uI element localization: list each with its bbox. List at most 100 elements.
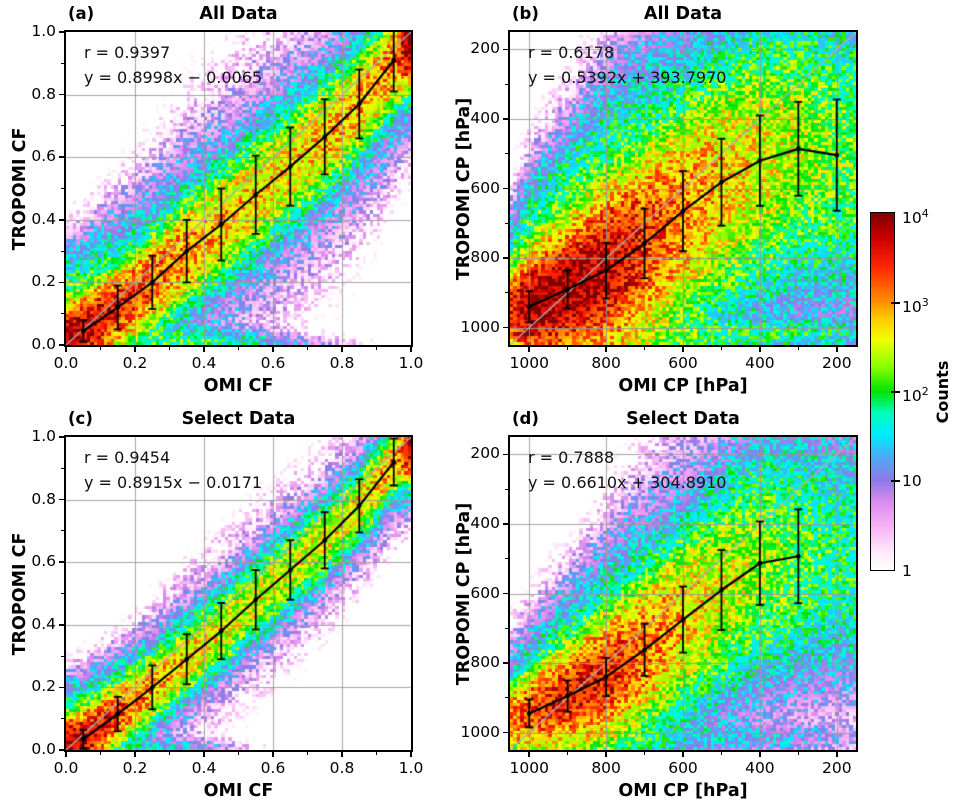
x-minor-tick — [238, 752, 239, 755]
y-minor-tick — [505, 627, 508, 629]
panel-c-y-axis-label: TROPOMI CF — [10, 532, 30, 655]
y-minor-tick — [61, 718, 64, 720]
colorbar-tick-label: 10 — [902, 472, 922, 491]
colorbar-tick-label: 104 — [902, 206, 929, 227]
panel-d-title: Select Data — [626, 409, 740, 429]
x-tick-label: 1.0 — [398, 354, 424, 372]
colorbar-tick-label: 103 — [902, 295, 929, 316]
x-tick — [65, 347, 67, 352]
y-tick-label: 600 — [470, 178, 500, 197]
x-tick — [203, 347, 205, 352]
y-tick — [503, 592, 508, 595]
y-tick-label: 0.8 — [31, 489, 56, 508]
x-minor-tick — [797, 752, 799, 755]
x-tick-label: 800 — [591, 759, 621, 777]
x-tick-label: 0.8 — [329, 354, 355, 372]
x-tick-label: 600 — [668, 759, 698, 777]
x-tick — [410, 347, 412, 352]
x-tick — [341, 347, 343, 352]
x-minor-tick — [100, 752, 101, 755]
x-minor-tick — [644, 347, 646, 350]
y-tick — [503, 118, 508, 120]
x-tick-label: 800 — [591, 354, 621, 372]
y-tick-label: 1000 — [460, 722, 500, 741]
panel-c-stats: r = 0.9454 y = 0.8915x − 0.0171 — [84, 445, 262, 495]
y-tick-label: 800 — [470, 248, 500, 267]
x-tick-label: 0.2 — [122, 354, 148, 372]
x-minor-tick — [169, 347, 170, 350]
x-tick-label: 0.8 — [329, 759, 355, 777]
y-tick-label: 600 — [470, 583, 500, 602]
panel-c-title: Select Data — [181, 409, 296, 429]
x-minor-tick — [720, 347, 722, 350]
y-minor-tick — [505, 292, 508, 294]
x-tick — [134, 752, 136, 757]
y-tick — [59, 624, 64, 626]
y-tick-label: 0.0 — [31, 335, 56, 353]
panel-a-r-value: r = 0.9397 — [84, 43, 171, 62]
x-minor-tick — [307, 752, 308, 755]
y-tick-label: 0.2 — [31, 272, 56, 291]
x-tick — [65, 752, 67, 757]
colorbar-tick — [890, 480, 900, 483]
y-tick-label: 400 — [470, 513, 500, 532]
y-minor-tick — [61, 655, 64, 657]
y-tick — [59, 561, 64, 563]
y-tick — [59, 498, 64, 501]
y-tick-label: 1.0 — [31, 427, 56, 445]
panel-c-tag: (c) — [68, 409, 93, 428]
x-tick-label: 0.6 — [260, 354, 286, 372]
y-tick — [59, 344, 64, 346]
panel-a-title: All Data — [199, 4, 278, 24]
x-minor-tick — [567, 347, 569, 350]
y-tick-label: 800 — [470, 653, 500, 672]
colorbar-tick — [890, 391, 900, 393]
panel-b-fit-equation: y = 0.5392x + 393.7970 — [528, 68, 727, 87]
y-tick-label: 0.2 — [31, 677, 56, 696]
x-minor-tick — [720, 752, 722, 755]
panel-b: (b) All Data TROPOMI CP [hPa] r = 0.6178… — [454, 4, 858, 396]
colorbar-tick-label: 1 — [902, 561, 912, 580]
panel-b-stats: r = 0.6178 y = 0.5392x + 393.7970 — [528, 40, 726, 90]
x-tick — [272, 347, 274, 352]
x-tick — [759, 752, 761, 757]
y-minor-tick — [505, 153, 508, 155]
y-minor-tick — [505, 83, 508, 85]
y-tick — [503, 187, 508, 190]
panel-d-r-value: r = 0.7888 — [528, 448, 615, 467]
x-tick-label: 400 — [745, 759, 775, 777]
x-minor-tick — [169, 752, 170, 755]
panel-d-x-axis-label: OMI CP [hPa] — [618, 781, 748, 801]
x-tick — [759, 347, 761, 352]
y-tick — [59, 281, 64, 284]
y-tick-label: 0.8 — [31, 84, 56, 103]
y-tick — [59, 436, 64, 438]
x-tick-label: 0.2 — [122, 759, 148, 777]
x-tick-label: 1.0 — [398, 759, 424, 777]
panel-d-stats: r = 0.7888 y = 0.6610x + 304.8910 — [528, 445, 726, 495]
x-tick — [134, 347, 136, 352]
x-tick-label: 200 — [821, 759, 852, 777]
y-minor-tick — [505, 222, 508, 224]
colorbar-title: Counts — [933, 360, 952, 424]
y-tick-label: 1000 — [460, 317, 500, 336]
x-minor-tick — [376, 347, 377, 350]
y-minor-tick — [61, 62, 64, 64]
panel-b-tag: (b) — [512, 4, 539, 23]
x-tick-label: 400 — [745, 354, 775, 372]
x-tick-label: 600 — [668, 354, 698, 372]
colorbar-tick-label: 102 — [902, 385, 929, 406]
x-minor-tick — [376, 752, 377, 755]
x-minor-tick — [100, 347, 101, 350]
y-minor-tick — [61, 188, 64, 189]
y-tick — [59, 93, 64, 96]
y-tick-label: 0.0 — [31, 740, 56, 758]
x-tick-label: 0.0 — [53, 354, 79, 372]
y-tick-label: 200 — [470, 444, 500, 463]
x-tick — [835, 347, 838, 352]
panel-b-x-axis-label: OMI CP [hPa] — [618, 376, 748, 396]
x-tick — [605, 752, 607, 757]
x-tick — [605, 347, 607, 352]
panel-c-fit-equation: y = 0.8915x − 0.0171 — [84, 473, 263, 492]
